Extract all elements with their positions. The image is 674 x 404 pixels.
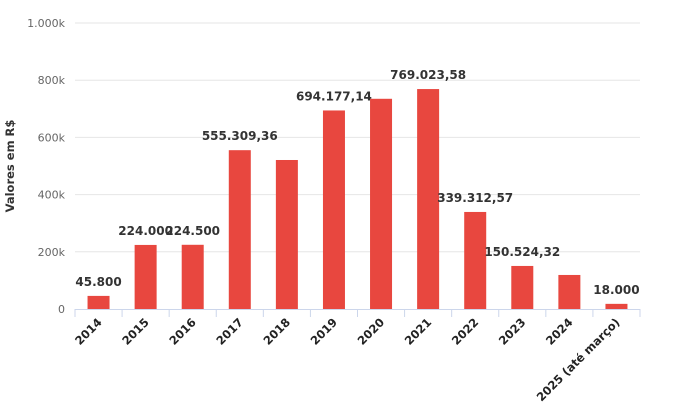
x-tick-label: 2017 (213, 315, 246, 348)
y-tick-label: 200k (38, 246, 66, 259)
y-tick-label: 400k (38, 189, 66, 202)
value-label: 224.000 (118, 224, 173, 238)
value-label: 555.309,36 (202, 129, 278, 143)
value-label: 769.023,58 (390, 68, 466, 82)
x-tick-label: 2016 (166, 315, 199, 348)
y-tick-label: 1.000k (27, 17, 65, 30)
bar (87, 295, 110, 309)
value-label: 694.177,14 (296, 89, 372, 103)
y-tick-label: 600k (38, 131, 66, 144)
x-tick-label: 2022 (449, 315, 482, 348)
x-tick-label: 2024 (543, 315, 576, 348)
value-label: 224.500 (165, 224, 220, 238)
x-tick-label: 2021 (402, 315, 435, 348)
x-tick-label: 2019 (308, 315, 341, 348)
value-label: 150.524,32 (484, 245, 560, 259)
bar (228, 150, 251, 309)
bar (134, 244, 157, 309)
bar (181, 244, 204, 309)
x-tick-label: 2023 (496, 315, 529, 348)
x-tick-label: 2015 (119, 315, 152, 348)
x-tick-label: 2018 (260, 315, 293, 348)
bar (558, 274, 581, 309)
value-label: 339.312,57 (437, 191, 513, 205)
value-label: 45.800 (75, 275, 121, 289)
bar (605, 303, 628, 309)
y-tick-label: 0 (58, 303, 65, 316)
x-tick-label: 2020 (355, 315, 388, 348)
bar (464, 211, 487, 309)
y-axis-label: Valores em R$ (3, 120, 17, 213)
bar (322, 110, 345, 310)
x-tick-label: 2025 (até março) (534, 315, 623, 404)
bar (417, 89, 440, 309)
bar (511, 265, 534, 309)
y-tick-label: 800k (38, 74, 66, 87)
x-tick-label: 2014 (72, 315, 105, 348)
value-label: 18.000 (593, 283, 639, 297)
bar (275, 159, 298, 309)
bar (370, 98, 393, 309)
